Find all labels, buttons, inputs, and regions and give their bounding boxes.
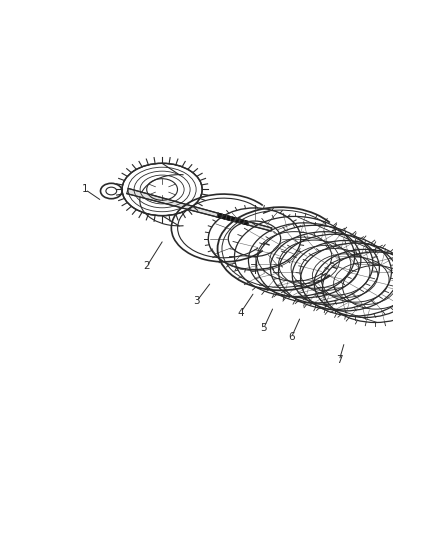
Text: 7: 7 xyxy=(336,356,343,366)
Polygon shape xyxy=(217,213,249,225)
Text: 4: 4 xyxy=(237,308,244,318)
Text: 1: 1 xyxy=(82,184,88,195)
Text: 3: 3 xyxy=(194,296,200,306)
Polygon shape xyxy=(127,188,272,231)
Text: 2: 2 xyxy=(143,262,150,271)
Text: 6: 6 xyxy=(288,332,295,342)
Text: 5: 5 xyxy=(261,323,267,333)
